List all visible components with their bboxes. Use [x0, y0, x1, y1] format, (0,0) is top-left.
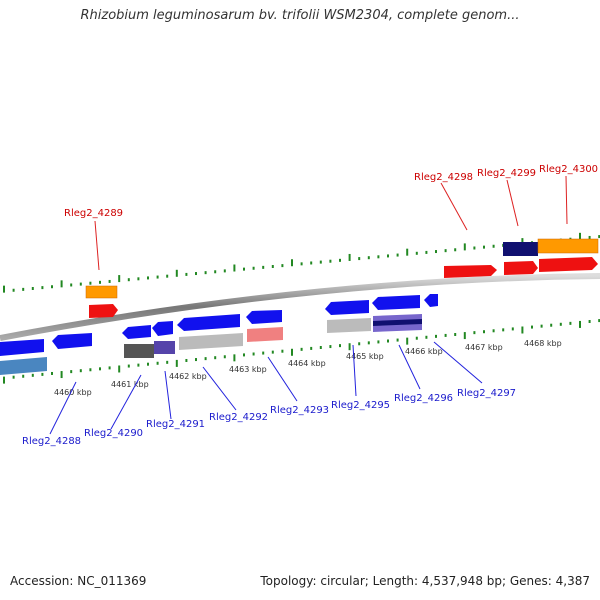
kbp-label: 4464 kbp — [288, 359, 326, 368]
gene-label[interactable]: Rleg2_4295 — [331, 400, 390, 411]
kbp-label: 4460 kbp — [54, 388, 92, 397]
chromosome-backbone — [0, 273, 600, 341]
gene-label[interactable]: Rleg2_4297 — [457, 388, 516, 399]
gene-label[interactable]: Rleg2_4299 — [477, 168, 536, 179]
gene-label[interactable]: Rleg2_4296 — [394, 393, 453, 404]
gene-feature[interactable] — [152, 321, 173, 336]
kbp-label: 4468 kbp — [524, 339, 562, 348]
gene-feature[interactable] — [424, 294, 438, 307]
gene-feature[interactable] — [327, 318, 371, 333]
gene-label[interactable]: Rleg2_4288 — [22, 436, 81, 447]
kbp-label: 4465 kbp — [346, 352, 384, 361]
gene-feature[interactable] — [179, 333, 243, 350]
gene-label[interactable]: Rleg2_4292 — [209, 412, 268, 423]
gene-feature[interactable] — [154, 341, 175, 354]
gene-feature[interactable] — [372, 295, 420, 310]
page-title: Rhizobium leguminosarum bv. trifolii WSM… — [80, 8, 520, 23]
gene-label[interactable]: Rleg2_4291 — [146, 419, 205, 430]
gene-feature[interactable] — [85, 285, 118, 299]
kbp-scale: 4460 kbp 4461 kbp 4462 kbp 4463 kbp 4464 kbp… — [54, 339, 562, 397]
gene-label[interactable]: Rleg2_4298 — [414, 172, 473, 183]
gene-feature[interactable] — [0, 357, 47, 375]
gene-label[interactable]: Rleg2_4290 — [84, 428, 143, 439]
gene-feature[interactable] — [246, 310, 282, 324]
gene-feature[interactable] — [177, 314, 240, 331]
gene-feature[interactable] — [0, 339, 44, 356]
gene-feature[interactable] — [325, 300, 369, 315]
genome-summary-text: Topology: circular; Length: 4,537,948 bp… — [260, 574, 590, 588]
gene-label[interactable]: Rleg2_4300 — [539, 164, 598, 175]
accession-text: Accession: NC_011369 — [10, 574, 147, 588]
gene-feature[interactable] — [537, 238, 599, 254]
kbp-label: 4467 kbp — [465, 343, 503, 352]
gene-label[interactable]: Rleg2_4293 — [270, 405, 329, 416]
gene-feature[interactable] — [247, 327, 283, 342]
kbp-label: 4461 kbp — [111, 380, 149, 389]
inner-tick-row — [3, 319, 600, 384]
gene-feature[interactable] — [444, 265, 497, 278]
gene-feature[interactable] — [52, 333, 92, 349]
gene-feature[interactable] — [504, 261, 538, 275]
gene-label[interactable]: Rleg2_4289 — [64, 208, 123, 219]
kbp-label: 4466 kbp — [405, 347, 443, 356]
gene-feature[interactable] — [539, 257, 598, 272]
kbp-label: 4463 kbp — [229, 365, 267, 374]
gene-feature[interactable] — [89, 304, 118, 318]
gene-feature[interactable] — [122, 325, 151, 339]
kbp-label: 4462 kbp — [169, 372, 207, 381]
gene-feature[interactable] — [124, 344, 154, 358]
gene-feature[interactable] — [503, 242, 538, 256]
gene-feature[interactable] — [373, 314, 422, 332]
